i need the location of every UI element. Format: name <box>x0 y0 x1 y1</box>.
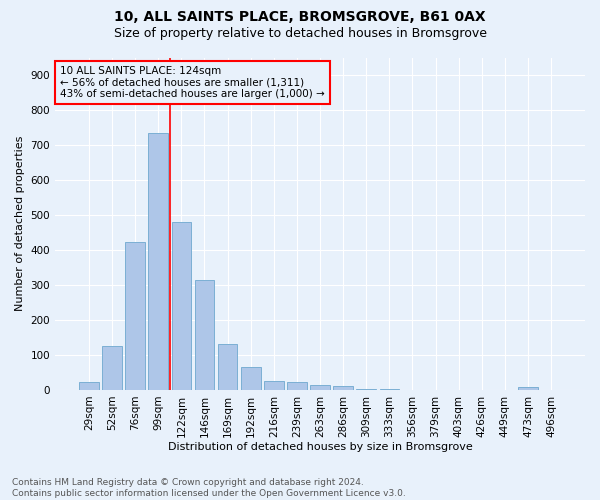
Bar <box>148 132 168 390</box>
Bar <box>194 280 214 390</box>
Bar <box>79 382 99 390</box>
Bar <box>310 385 330 390</box>
Text: 10, ALL SAINTS PLACE, BROMSGROVE, B61 0AX: 10, ALL SAINTS PLACE, BROMSGROVE, B61 0A… <box>114 10 486 24</box>
Bar <box>125 242 145 390</box>
Bar <box>172 222 191 390</box>
Bar <box>241 367 260 390</box>
Bar <box>518 387 538 390</box>
Bar <box>218 344 238 390</box>
Text: 10 ALL SAINTS PLACE: 124sqm
← 56% of detached houses are smaller (1,311)
43% of : 10 ALL SAINTS PLACE: 124sqm ← 56% of det… <box>61 66 325 99</box>
Text: Contains HM Land Registry data © Crown copyright and database right 2024.
Contai: Contains HM Land Registry data © Crown c… <box>12 478 406 498</box>
X-axis label: Distribution of detached houses by size in Bromsgrove: Distribution of detached houses by size … <box>167 442 472 452</box>
Bar <box>356 388 376 390</box>
Bar <box>334 386 353 390</box>
Bar <box>264 380 284 390</box>
Bar <box>287 382 307 390</box>
Text: Size of property relative to detached houses in Bromsgrove: Size of property relative to detached ho… <box>113 28 487 40</box>
Y-axis label: Number of detached properties: Number of detached properties <box>15 136 25 312</box>
Bar <box>102 346 122 390</box>
